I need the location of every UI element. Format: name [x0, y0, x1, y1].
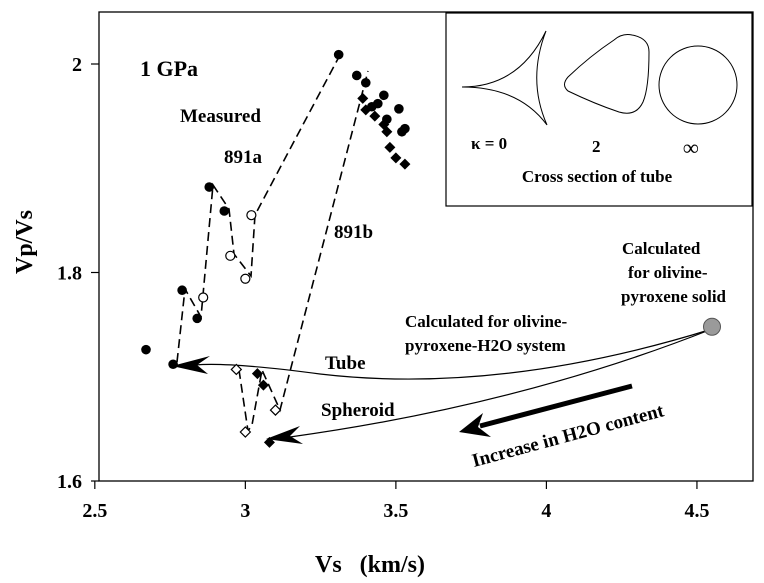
filled-diamond-point [369, 110, 381, 122]
x-axis: 2.5 3 3.5 4 4.5 [82, 481, 709, 522]
filled-diamond-point [251, 368, 263, 380]
open-circle-point [198, 292, 209, 303]
filled-diamond-point [360, 104, 372, 116]
calc-system-line2: pyroxene-H2O system [405, 336, 566, 355]
plot-frame [98, 11, 754, 482]
kappa-inf-label: ∞ [683, 135, 699, 160]
calc-solid-line2: for olivine- [628, 263, 708, 282]
measured-label: Measured [180, 106, 261, 127]
filled-circle-point [400, 123, 410, 134]
open-circle-point [240, 273, 251, 284]
filled-diamond-point [381, 126, 393, 138]
path-891a [176, 52, 342, 363]
y-tick-label: 1.8 [57, 263, 82, 285]
filled-circle-point [360, 77, 371, 88]
y-axis-label: Vp/Vs [12, 210, 38, 274]
kappa-inf-shape [658, 45, 738, 125]
filled-circle-point [219, 206, 230, 216]
inset-caption: Cross section of tube [522, 167, 673, 186]
kappa0-label: κ = 0 [471, 134, 507, 153]
increase-label: Increase in H2O content [470, 400, 667, 472]
filled-circle-point [333, 49, 344, 60]
open-diamond-point [239, 426, 252, 438]
dashed-connectors [176, 52, 369, 434]
filled-diamond-point [384, 141, 396, 153]
kappa2-label: 2 [592, 137, 601, 156]
spheroid-label: Spheroid [321, 400, 395, 421]
open-diamond-point [230, 363, 243, 376]
y-axis: 1.6 1.8 2 [57, 54, 99, 493]
filled-diamond-point [357, 92, 369, 104]
filled-diamond-point [399, 158, 411, 170]
filled-diamond-point [390, 152, 402, 164]
x-tick-label: 3 [240, 500, 250, 522]
open-diamond-point [269, 404, 282, 416]
label-891b: 891b [334, 222, 373, 243]
filled-circle-point [373, 98, 383, 109]
data-markers [141, 49, 721, 448]
calculated-solid-point [703, 317, 721, 336]
inset-cross-section: κ = 0 2 ∞ Cross section of tube [445, 12, 753, 207]
spheroid-arrowhead [266, 426, 303, 444]
tube-label: Tube [325, 353, 366, 374]
filled-circle-point [192, 313, 202, 324]
curve-arrowheads [172, 356, 303, 444]
calc-solid-line3: pyroxene solid [621, 287, 727, 306]
kappa0-shape [461, 30, 548, 126]
filled-diamond-point [257, 379, 269, 391]
chart-title: 1 GPa [140, 56, 198, 81]
x-tick-label: 3.5 [383, 500, 408, 522]
open-circle-point [225, 250, 236, 261]
calc-solid-line1: Calculated [622, 239, 701, 258]
filled-circle-point [204, 182, 215, 192]
x-axis-label: Vs (km/s) [315, 552, 425, 578]
open-circle-point [246, 210, 257, 221]
spheroid-curve [289, 328, 713, 438]
filled-circle-point [379, 90, 389, 101]
filled-circle-point [351, 70, 362, 81]
filled-circle-point [394, 104, 404, 114]
kappa2-shape [564, 34, 650, 114]
calc-system-line1: Calculated for olivine- [405, 312, 567, 331]
x-tick-label: 4.5 [684, 500, 709, 522]
path-891b [238, 70, 369, 434]
tube-arrowhead [172, 356, 210, 374]
filled-circle-point [177, 285, 187, 296]
filled-circle-point [141, 344, 151, 355]
increase-arrow [459, 383, 633, 437]
x-tick-label: 2.5 [82, 500, 107, 522]
inset-frame [445, 12, 753, 207]
y-tick-label: 1.6 [57, 471, 82, 493]
label-891a: 891a [224, 147, 263, 168]
filled-diamond-point [263, 436, 275, 448]
x-tick-label: 4 [541, 500, 551, 522]
y-tick-label: 2 [72, 54, 82, 76]
filled-circle-point [168, 359, 178, 370]
